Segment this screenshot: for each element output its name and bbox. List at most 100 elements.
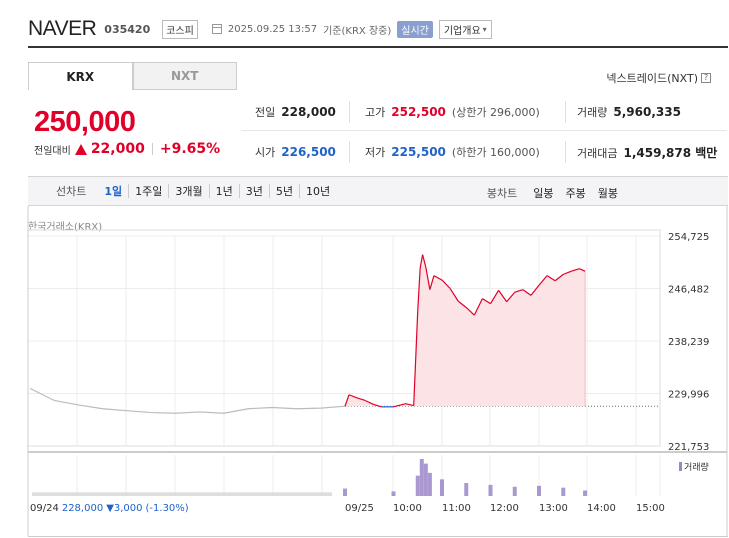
stat-value: 225,500 xyxy=(391,145,446,159)
divider xyxy=(349,101,350,123)
prev-change: ▼3,000 xyxy=(106,503,143,514)
stat-value: 5,960,335 xyxy=(613,105,681,119)
change-label: 전일대비 xyxy=(34,145,71,157)
stat-value: 252,500 xyxy=(391,105,446,119)
stat-label: 고가 xyxy=(365,106,386,119)
current-price: 250,000 xyxy=(34,106,136,138)
volume-legend-label: 거래량 xyxy=(684,463,709,473)
price-series-segment xyxy=(482,298,491,305)
volume-bar xyxy=(488,484,493,496)
volume-bar xyxy=(561,487,566,496)
stat-label: 거래대금 xyxy=(577,146,618,160)
x-tick-label: 09/25 xyxy=(345,503,374,514)
y-tick-label: 229,996 xyxy=(668,390,709,401)
price-series-segment xyxy=(571,268,580,272)
price-series-segment xyxy=(522,289,532,296)
prev-date: 09/24 xyxy=(30,503,59,514)
candle-weekly[interactable]: 주봉 xyxy=(565,187,586,200)
bottom-divider xyxy=(28,536,728,537)
price-series-segment xyxy=(417,267,421,311)
volume-bar xyxy=(391,491,396,496)
price-series-segment xyxy=(413,310,419,406)
y-tick-label: 238,239 xyxy=(668,337,709,348)
volume-bar xyxy=(423,463,428,496)
divider xyxy=(565,141,566,163)
period-1d[interactable]: 1일 xyxy=(98,184,130,198)
stock-header: NAVER 035420 코스피 2025.09.25 13:57 기준(KRX… xyxy=(28,14,728,44)
stat-low: 저가 225,500 (하한가 160,000) xyxy=(365,144,540,160)
period-10y[interactable]: 10년 xyxy=(306,185,331,198)
stat-prev: 전일 228,000 xyxy=(255,104,336,120)
company-info-label: 기업개요 xyxy=(443,25,481,37)
stats-row: 시가 226,500 저가 225,500 (하한가 160,000) 거래대금… xyxy=(241,133,727,171)
candle-daily[interactable]: 일봉 xyxy=(533,187,554,200)
x-tick-label: 15:00 xyxy=(636,503,665,514)
stats-panel: 전일 228,000 고가 252,500 (상한가 296,000) 거래량 … xyxy=(241,93,727,173)
basis-text: 기준(KRX 장중) xyxy=(323,25,392,37)
price-series-segment xyxy=(449,288,459,302)
stock-code: 035420 xyxy=(104,22,151,36)
stat-label: 거래량 xyxy=(577,106,608,119)
price-series-segment xyxy=(419,254,424,269)
upper-limit: (상한가 296,000) xyxy=(451,106,540,119)
volume-legend: 거래량 xyxy=(679,460,709,473)
period-1y[interactable]: 1년 xyxy=(210,184,240,198)
volume-bar xyxy=(427,472,432,496)
divider xyxy=(349,141,350,163)
volume-bar xyxy=(440,479,444,496)
price-series-segment xyxy=(579,268,586,272)
price-series-segment xyxy=(457,300,467,308)
price-series-segment xyxy=(546,275,556,282)
chevron-down-icon: ▾ xyxy=(482,24,487,34)
price-series-segment xyxy=(393,403,406,408)
help-icon[interactable]: ? xyxy=(701,73,711,83)
stats-row: 전일 228,000 고가 252,500 (상한가 296,000) 거래량 … xyxy=(241,93,727,131)
stat-label: 전일 xyxy=(255,106,276,119)
period-3m[interactable]: 3개월 xyxy=(169,184,210,198)
line-chart-label: 선차트 xyxy=(56,185,87,198)
change-value: 22,000 xyxy=(90,141,145,157)
stat-volume: 거래량 5,960,335 xyxy=(577,104,681,120)
candle-monthly[interactable]: 월봉 xyxy=(597,187,618,200)
volume-bar xyxy=(415,475,420,496)
divider xyxy=(565,101,566,123)
price-series-segment xyxy=(344,394,350,407)
tab-krx[interactable]: KRX xyxy=(28,62,133,90)
price-change: 전일대비 22,000 +9.65% xyxy=(34,141,220,157)
tab-nxt[interactable]: NXT xyxy=(132,62,237,90)
volume-bar xyxy=(419,459,424,496)
x-tick-label: 12:00 xyxy=(490,503,519,514)
realtime-button[interactable]: 실시간 xyxy=(397,20,433,38)
timestamp: 2025.09.25 13:57 xyxy=(227,23,318,35)
prev-day-summary: 09/24 228,000 ▼3,000 (-1.30%) xyxy=(30,503,189,514)
price-series-segment xyxy=(405,403,414,407)
x-tick-label: 14:00 xyxy=(587,503,616,514)
period-1w[interactable]: 1주일 xyxy=(129,184,170,198)
volume-bar xyxy=(464,483,469,496)
price-series-segment xyxy=(348,394,358,399)
volume-bar xyxy=(537,485,541,496)
price-series-segment xyxy=(538,275,548,286)
price-series-segment xyxy=(425,267,431,290)
price-fill-area xyxy=(345,254,586,407)
period-5y[interactable]: 5년 xyxy=(270,184,301,198)
market-badge: 코스피 xyxy=(162,19,198,39)
nxt-link[interactable]: 넥스트레이드(NXT) ? xyxy=(606,70,711,86)
price-series-segment xyxy=(356,397,366,402)
candle-chart-label: 봉차트 xyxy=(486,187,518,200)
y-tick-label: 221,753 xyxy=(668,442,709,453)
chart-toolbar: 선차트 1일 1주일 3개월 1년 3년 5년 10년 봉차트 일봉 주봉 월봉 xyxy=(28,176,728,206)
period-3y[interactable]: 3년 xyxy=(240,184,270,198)
change-percent: +9.65% xyxy=(159,141,221,157)
x-tick-label: 13:00 xyxy=(539,503,568,514)
price-series-segment xyxy=(441,279,451,289)
candle-options: 봉차트 일봉 주봉 월봉 xyxy=(487,185,624,201)
company-info-dropdown[interactable]: 기업개요 ▾ xyxy=(438,19,492,39)
price-series-segment xyxy=(465,307,475,316)
price-series-segment xyxy=(554,273,564,282)
stat-label: 시가 xyxy=(255,146,276,159)
market-tabs: KRX NXT xyxy=(28,62,237,90)
nxt-link-label: 넥스트레이드(NXT) xyxy=(606,72,698,85)
volume-bar xyxy=(32,492,332,496)
